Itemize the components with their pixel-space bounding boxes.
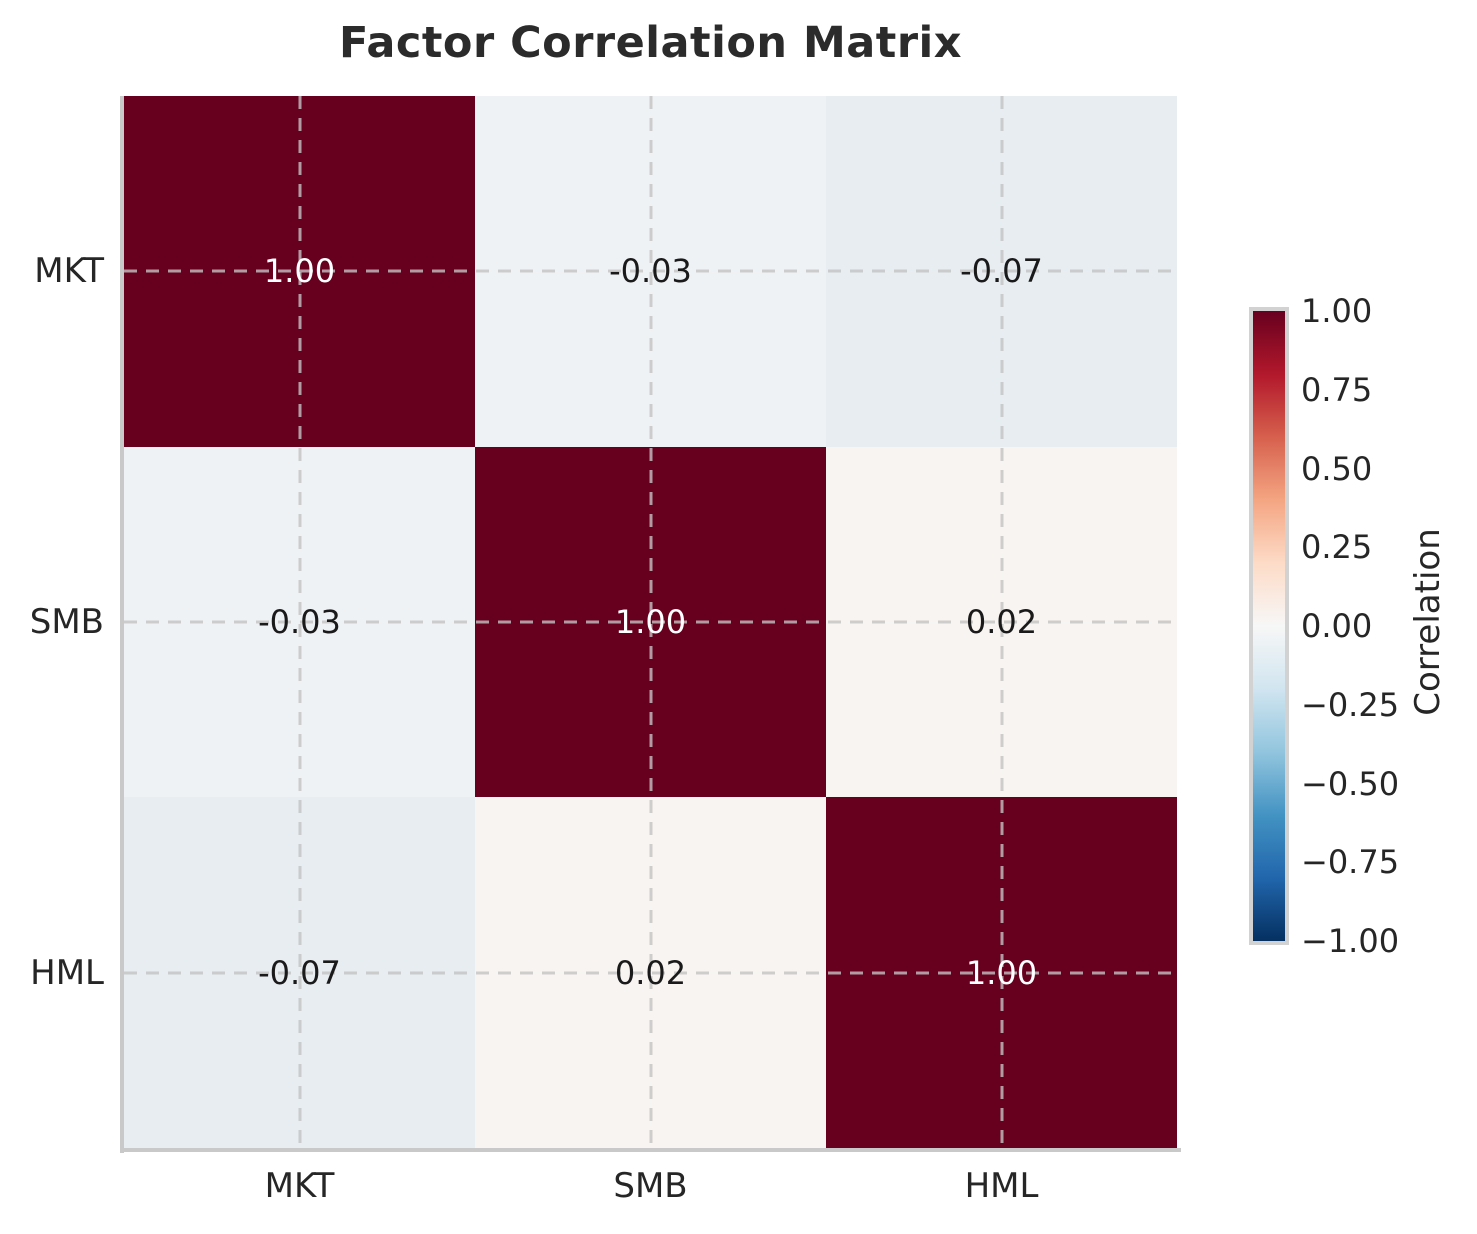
colorbar-tick-label: −0.75 (1301, 843, 1400, 882)
x-tick-label: MKT (264, 1166, 335, 1206)
colorbar-axis-label: Correlation (1408, 528, 1448, 716)
y-tick-label: SMB (29, 602, 104, 642)
colorbar-tick-labels: 1.00 0.75 0.50 0.25 0.00 −0.25 −0.50 −0.75 −1.00 (1301, 292, 1431, 960)
gridline-horizontal (124, 971, 1177, 975)
cell-value: 1.00 (614, 603, 687, 641)
cell-value: 1.00 (965, 953, 1038, 992)
cell-value: -0.07 (258, 953, 341, 992)
cell-value: -0.07 (960, 252, 1043, 291)
y-axis-tick-labels: MKT SMB HML (0, 96, 104, 1148)
cell-value: -0.03 (258, 603, 341, 641)
cell-value: 0.02 (614, 953, 687, 992)
y-axis-spine (120, 96, 124, 1153)
x-tick-label: HML (964, 1166, 1039, 1206)
gridline-vertical (649, 96, 652, 1148)
cell-value: 1.00 (263, 252, 336, 291)
colorbar-tick-label: −0.25 (1301, 685, 1400, 724)
colorbar-tick-label: −0.50 (1301, 764, 1400, 803)
y-tick-label: MKT (34, 251, 104, 292)
y-tick-label: HML (30, 952, 104, 993)
x-tick-label: SMB (613, 1166, 688, 1206)
colorbar-tick-label: −1.00 (1301, 922, 1400, 960)
colorbar-tick-label: 0.25 (1301, 528, 1373, 567)
colorbar (1249, 307, 1289, 945)
heatmap: 1.00 -0.03 -0.07 -0.03 1.00 0.02 -0.07 0.02 1.00 (124, 96, 1177, 1148)
chart-title: Factor Correlation Matrix (338, 18, 963, 68)
x-axis-spine (120, 1148, 1181, 1152)
x-axis-tick-labels: MKT SMB HML (124, 1156, 1177, 1226)
colorbar-tick-label: 0.50 (1301, 449, 1373, 488)
cell-value: 0.02 (965, 603, 1038, 641)
cell-value: -0.03 (609, 252, 692, 291)
colorbar-tick-label: 0.75 (1301, 370, 1373, 409)
colorbar-tick-label: 0.00 (1301, 607, 1373, 645)
colorbar-tick-label: 1.00 (1301, 292, 1373, 330)
gridline-vertical (1000, 96, 1003, 1148)
